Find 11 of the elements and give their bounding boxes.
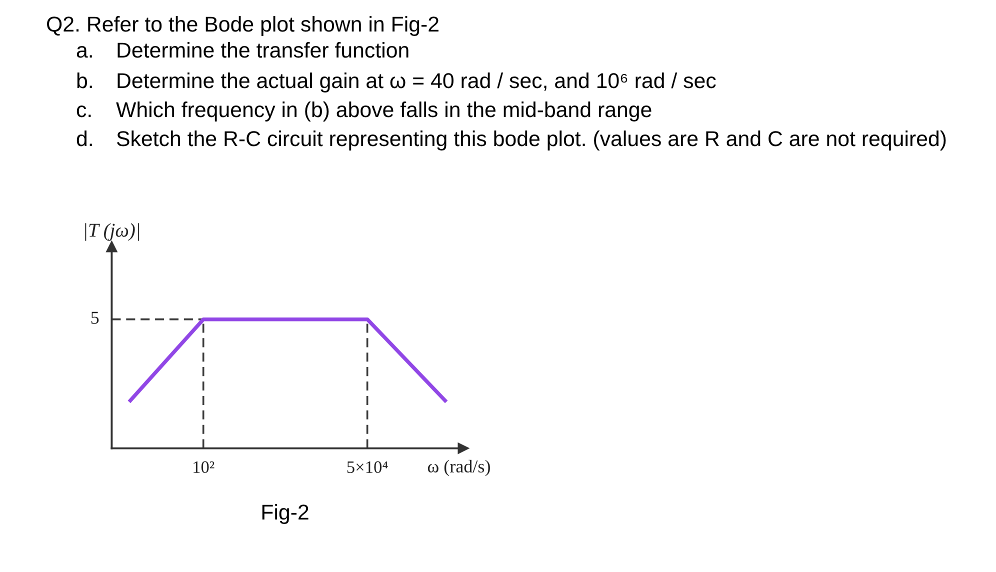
x-axis-title: ω (rad/s)	[428, 460, 490, 476]
chart-title: Q2. Refer to the Bode plot shown in Fig-2	[47, 16, 438, 36]
text: Fig-2	[262, 504, 308, 524]
text: b. Determine the actual gain at ω = 40 rad / sec, and 10⁶ rad / sec	[77, 72, 716, 92]
text: 5	[91, 312, 99, 324]
text: c. Which frequency in (b) above falls in the mid-band range	[76, 102, 652, 122]
text: a. Determine the transfer function	[76, 42, 408, 58]
x-tick-label: 5×10⁴	[347, 461, 388, 474]
text: d. Sketch the R-C circuit representing this bode plot. (values are R and C are not required)	[76, 130, 946, 150]
y-axis-title: |T (jω)|	[85, 223, 139, 241]
x-tick-label: 10²	[194, 461, 214, 474]
